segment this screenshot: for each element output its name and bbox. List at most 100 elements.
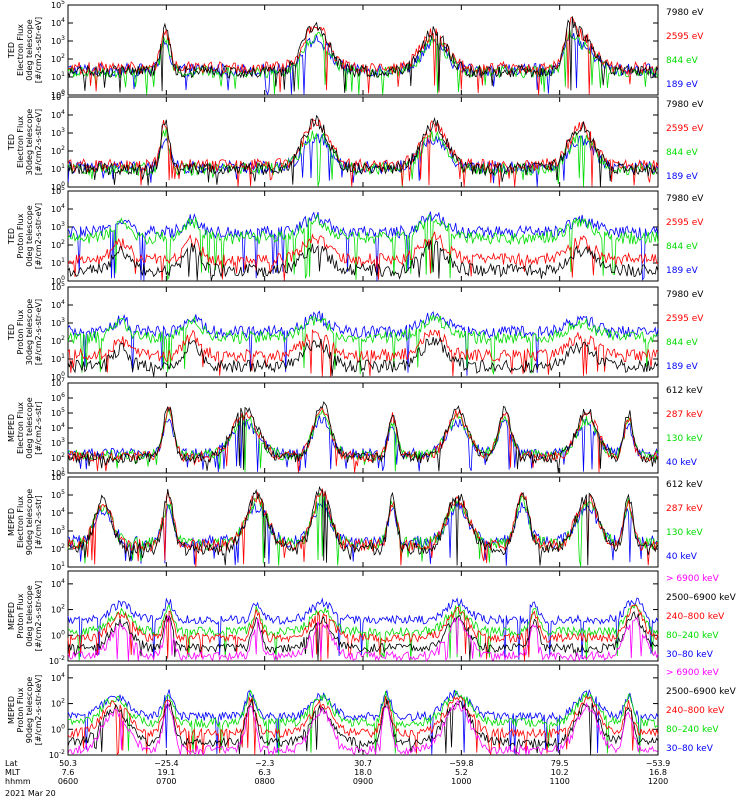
y-tick-label: 105 <box>51 91 65 102</box>
y-axis-label: Proton Flux <box>16 687 25 732</box>
series-line-3 <box>67 695 659 756</box>
legend-entry: 844 eV <box>666 242 699 252</box>
series-line-4 <box>67 415 659 473</box>
footer-row-label: MLT <box>5 768 20 777</box>
legend-entry: 7980 eV <box>666 194 704 204</box>
series-line-4 <box>67 310 659 376</box>
legend-entry: 7980 eV <box>666 8 704 18</box>
y-tick-label: 101 <box>51 163 65 174</box>
y-axis-label: Electron Flux <box>16 402 25 454</box>
y-tick-label: 100 <box>51 181 65 192</box>
legend-entry: 240–800 keV <box>666 612 725 622</box>
footer-tick-label: 6.3 <box>258 768 271 777</box>
footer-tick-label: −2.3 <box>255 759 274 768</box>
y-axis-label: TED <box>7 324 16 341</box>
y-tick-label: 100 <box>51 371 65 382</box>
y-tick-label: 102 <box>51 335 65 346</box>
series-line-2 <box>67 328 659 377</box>
y-axis-label: 0deg telescope <box>25 205 34 266</box>
y-tick-label: 102 <box>51 452 65 463</box>
y-axis-label: [#/cm2-s-str-keV] <box>34 581 43 652</box>
y-axis-label: MEPED <box>7 602 16 630</box>
series-line-3 <box>67 214 659 281</box>
y-axis-label: [#/cm2-s-str-keV] <box>34 675 43 746</box>
legend-entry: 240–800 keV <box>666 706 725 716</box>
legend-entry: 2595 eV <box>666 218 704 228</box>
y-axis-label: [#/cm2-s-str-eV] <box>34 203 43 269</box>
y-axis-label: [#/cm2-s-str-eV] <box>34 109 43 175</box>
y-tick-label: 102 <box>51 239 65 250</box>
panel-frame <box>67 4 659 96</box>
y-tick-label: 100 <box>51 275 65 286</box>
y-tick-label: 105 <box>51 407 65 418</box>
footer-tick-label: 1000 <box>451 777 471 786</box>
legend-entry: 30–80 keV <box>666 744 714 754</box>
y-tick-label: 10-2 <box>49 749 65 760</box>
y-tick-label: 103 <box>51 221 65 232</box>
panel-1: 100 101 102 103 104 105 TED Electron Flux 0deg t… <box>7 0 704 100</box>
y-axis-label: 30deg telescope <box>25 299 34 366</box>
footer-tick-label: 5.2 <box>455 768 468 777</box>
legend-entry: 30–80 keV <box>666 650 714 660</box>
series-line-1 <box>67 240 659 281</box>
y-tick-label: 104 <box>51 17 65 28</box>
y-tick-label: 102 <box>51 53 65 64</box>
y-tick-label: 104 <box>51 109 65 120</box>
footer-tick-label: 79.5 <box>551 759 569 768</box>
y-axis-label: 90deg telescope <box>25 489 34 556</box>
footer-tick-label: 1100 <box>549 777 569 786</box>
y-axis-label: TED <box>7 42 16 59</box>
footer-row-label: Lat <box>5 759 18 768</box>
legend-entry: 189 eV <box>666 266 699 276</box>
legend-entry: 2595 eV <box>666 32 704 42</box>
panel-frame <box>67 96 659 188</box>
legend-entry: 844 eV <box>666 148 699 158</box>
footer-tick-label: 50.3 <box>59 759 77 768</box>
panel-8: 10-2 100 102 104 MEPED Proton Flux 90deg teles… <box>7 664 737 760</box>
y-tick-label: 103 <box>51 35 65 46</box>
legend-entry: 80–240 keV <box>666 631 719 641</box>
series-line-1 <box>67 401 659 473</box>
series-line-3 <box>67 408 659 472</box>
y-axis-label: 0deg telescope <box>25 19 34 80</box>
series-line-4 <box>67 211 659 282</box>
y-tick-label: 101 <box>51 467 65 478</box>
footer-tick-label: 16.8 <box>649 768 667 777</box>
series-line-3 <box>67 493 659 567</box>
series-line-3 <box>67 127 658 187</box>
series-line-2 <box>67 611 659 661</box>
y-tick-label: 103 <box>51 317 65 328</box>
y-tick-label: 100 <box>51 723 65 734</box>
series-line-4 <box>67 689 659 755</box>
footer-tick-label: 30.7 <box>354 759 372 768</box>
legend-entry: 189 eV <box>666 172 699 182</box>
y-axis-label: Electron Flux <box>16 116 25 168</box>
panel-7: 10-2 100 102 104 MEPED Proton Flux 0deg telesc… <box>7 570 737 666</box>
legend-entry: 40 keV <box>666 552 698 562</box>
legend-entry: 2500–6900 keV <box>666 687 737 697</box>
y-tick-label: 105 <box>51 489 65 500</box>
legend-entry: 40 keV <box>666 458 698 468</box>
y-tick-label: 104 <box>51 203 65 214</box>
y-tick-label: 103 <box>51 525 65 536</box>
legend-entry: 7980 eV <box>666 290 704 300</box>
y-axis-label: TED <box>7 228 16 245</box>
y-tick-label: 104 <box>51 422 65 433</box>
y-tick-label: 105 <box>51 185 65 196</box>
footer-tick-label: 18.0 <box>354 768 372 777</box>
y-tick-label: 101 <box>51 561 65 572</box>
legend-entry: 844 eV <box>666 56 699 66</box>
date-label: 2021 Mar 20 <box>5 789 56 798</box>
y-tick-label: 101 <box>51 353 65 364</box>
footer-tick-label: 0800 <box>254 777 274 786</box>
y-tick-label: 101 <box>51 257 65 268</box>
y-axis-label: TED <box>7 134 16 151</box>
footer-tick-label: 19.1 <box>157 768 175 777</box>
footer-tick-label: 0600 <box>58 777 78 786</box>
y-axis-label: [#/cm2-s-str] <box>34 495 43 548</box>
y-tick-label: 102 <box>51 145 65 156</box>
panel-2: 100 101 102 103 104 105 TED Electron Flux 30deg … <box>7 91 704 192</box>
panel-3: 100 101 102 103 104 105 TED Proton Flux 0deg tel… <box>7 185 704 286</box>
